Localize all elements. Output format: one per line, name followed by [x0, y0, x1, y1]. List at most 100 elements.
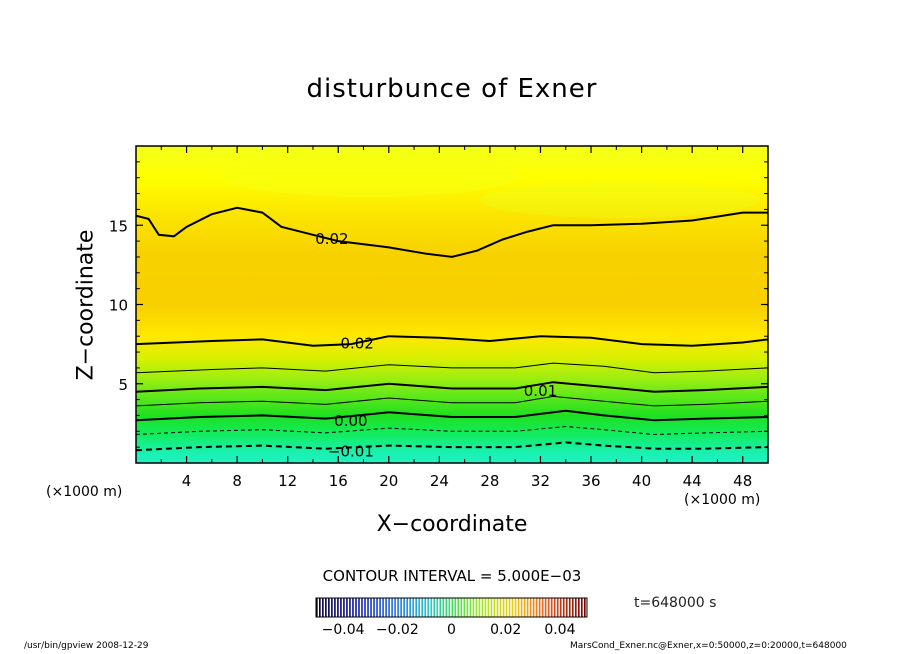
- colorbar-swatch: [451, 598, 454, 617]
- colorbar-swatch: [517, 598, 520, 617]
- colorbar-swatch: [319, 598, 321, 617]
- colorbar-tick-label: 0.04: [544, 622, 575, 638]
- colorbar-swatch: [547, 598, 550, 617]
- colorbar-swatch: [457, 598, 460, 617]
- contour-0.015: [136, 362, 768, 374]
- colorbar-swatch: [418, 598, 421, 617]
- colorbar-swatch: [550, 598, 553, 617]
- colorbar-swatch: [577, 598, 580, 617]
- colorbar-swatch: [385, 598, 387, 617]
- colorbar-swatch: [394, 598, 396, 617]
- colorbar-swatch: [448, 598, 451, 617]
- x-tick-label: 20: [379, 472, 398, 490]
- time-label: t=648000 s: [634, 595, 717, 611]
- colorbar-swatch: [571, 598, 574, 617]
- x-tick-label: 16: [329, 472, 348, 490]
- contour-label: 0.02: [340, 335, 373, 353]
- chart-title: disturbunce of Exner: [306, 74, 598, 104]
- colorbar-swatch: [553, 598, 556, 617]
- colorbar-swatch: [565, 598, 568, 617]
- colorbar-swatch: [544, 598, 547, 617]
- colorbar-swatch: [388, 598, 390, 617]
- contour-upper-0.02: [136, 206, 768, 258]
- x-tick-label: 4: [182, 472, 192, 490]
- colorbar-tick-label: −0.02: [376, 622, 419, 638]
- colorbar-swatch: [421, 598, 424, 617]
- colorbar-swatch: [496, 598, 499, 617]
- colorbar-swatch: [322, 598, 324, 617]
- colorbar-swatch: [355, 598, 357, 617]
- contour-0.005: [136, 395, 768, 407]
- x-tick-label: 8: [232, 472, 242, 490]
- colorbar-swatch: [574, 598, 577, 617]
- colorbar-swatch: [478, 598, 481, 617]
- contour-0.01: [136, 381, 768, 393]
- colorbar-swatch: [346, 598, 348, 617]
- colorbar-swatch: [568, 598, 571, 617]
- colorbar-swatch: [430, 598, 433, 617]
- colorbar-swatch: [412, 598, 415, 617]
- colorbar-swatch: [391, 598, 393, 617]
- colorbar-swatch: [445, 598, 448, 617]
- contour-label: 0.01: [524, 382, 557, 400]
- colorbar-swatch: [415, 598, 418, 617]
- field-shading: [136, 146, 768, 463]
- colorbar-swatch: [511, 598, 514, 617]
- colorbar-swatch: [376, 598, 378, 617]
- colorbar-swatch: [334, 598, 336, 617]
- y-tick-label: 10: [109, 297, 128, 315]
- colorbar-swatch: [316, 598, 318, 617]
- colorbar-tick-label: 0: [447, 622, 456, 638]
- colorbar-swatch: [481, 598, 484, 617]
- colorbar-swatch: [499, 598, 502, 617]
- colorbar-swatch: [493, 598, 496, 617]
- colorbar-swatch: [490, 598, 493, 617]
- x-unit-label-left: (×1000 m): [46, 484, 123, 500]
- x-tick-label: 40: [632, 472, 651, 490]
- contour-interval-text: CONTOUR INTERVAL = 5.000E−03: [322, 567, 582, 585]
- colorbar-swatch: [562, 598, 565, 617]
- x-tick-label: 44: [683, 472, 702, 490]
- x-tick-label: 36: [581, 472, 600, 490]
- colorbar-swatch: [349, 598, 351, 617]
- colorbar-swatch: [427, 598, 430, 617]
- y-tick-label: 15: [109, 217, 128, 235]
- colorbar-swatch: [400, 598, 402, 617]
- contour-lower-0.02: [136, 335, 768, 347]
- colorbar-swatch: [340, 598, 342, 617]
- colorbar-swatch: [541, 598, 544, 617]
- colorbar-swatch: [436, 598, 439, 617]
- colorbar-swatch: [328, 598, 330, 617]
- colorbar-swatch: [526, 598, 529, 617]
- x-tick-label: 32: [531, 472, 550, 490]
- colorbar-swatch: [505, 598, 508, 617]
- colorbar-swatch: [508, 598, 511, 617]
- colorbar-tick-label: 0.02: [490, 622, 521, 638]
- upper-right-light-region: [480, 182, 760, 218]
- footer-program-date: /usr/bin/gpview 2008-12-29: [24, 641, 149, 651]
- colorbar-swatch: [514, 598, 517, 617]
- contour-minus-0.01: [136, 441, 768, 452]
- x-tick-label: 48: [733, 472, 752, 490]
- colorbar-swatch: [370, 598, 372, 617]
- colorbar-swatch: [364, 598, 366, 617]
- y-tick-label: 5: [118, 376, 128, 394]
- filled-field: [136, 146, 768, 463]
- colorbar-swatch: [529, 598, 532, 617]
- colorbar-swatch: [433, 598, 436, 617]
- colorbar-swatch: [535, 598, 538, 617]
- colorbar-swatch: [484, 598, 487, 617]
- colorbar-swatch: [424, 598, 427, 617]
- colorbar-swatch: [475, 598, 478, 617]
- contour-label: 0.02: [315, 230, 348, 248]
- x-tick-label: 12: [278, 472, 297, 490]
- colorbar-swatch: [379, 598, 381, 617]
- contour-label: −0.01: [328, 442, 374, 460]
- footer-source: MarsCond_Exner.nc@Exner,x=0:50000,z=0:20…: [570, 641, 847, 651]
- colorbar-swatch: [532, 598, 535, 617]
- colorbar-swatch: [580, 598, 583, 617]
- colorbar-swatch: [469, 598, 472, 617]
- colorbar-swatch: [358, 598, 360, 617]
- contour-minus-0.005: [136, 425, 768, 436]
- colorbar-swatch: [583, 598, 586, 617]
